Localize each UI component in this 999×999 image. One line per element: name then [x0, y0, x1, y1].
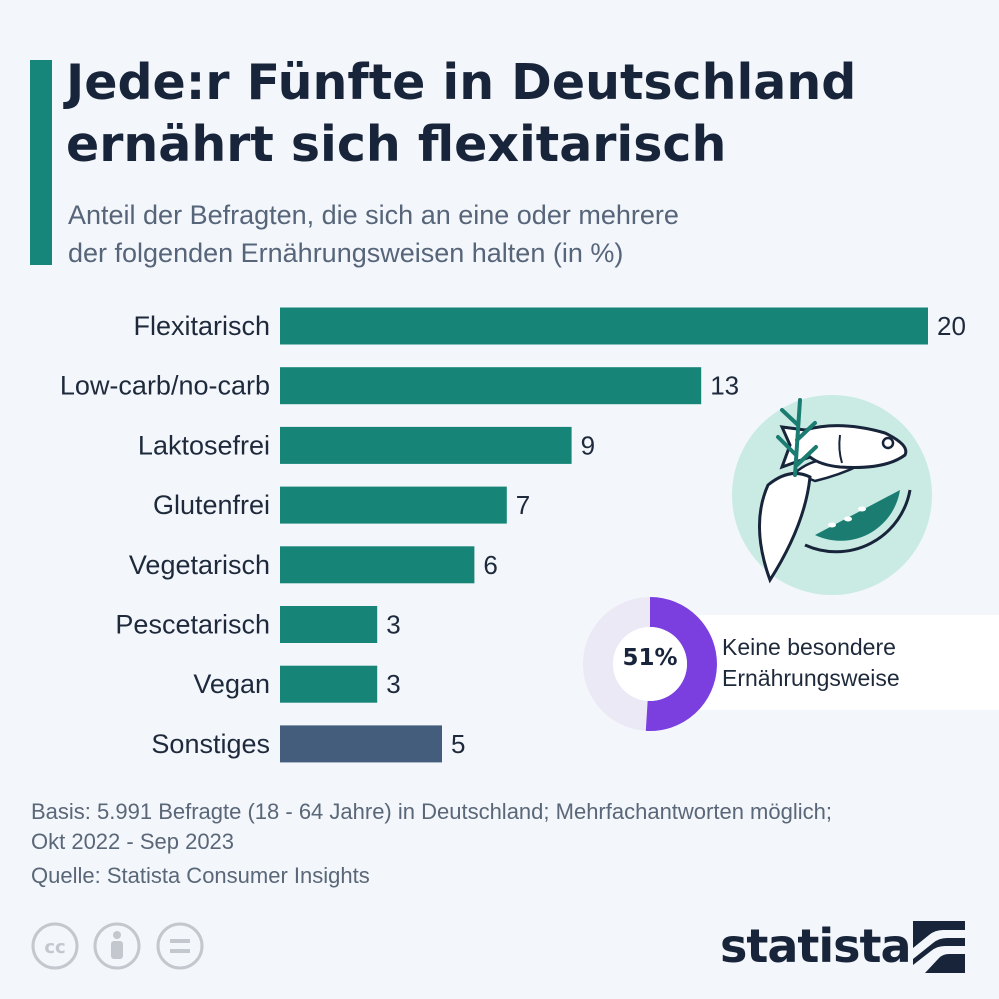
- bar: [280, 546, 475, 584]
- chart-subtitle: Anteil der Befragten, die sich an eine o…: [68, 196, 948, 272]
- callout-text: Keine besondere Ernährungsweise: [722, 632, 992, 694]
- callout-text-line-1: Keine besondere: [722, 634, 896, 660]
- donut-percent-label: 51%: [622, 645, 678, 671]
- no-derivatives-icon[interactable]: [156, 922, 204, 970]
- bar-chart: Flexitarisch 20 Low-carb/no-carb 13 Laktosef…: [60, 307, 966, 763]
- bar: [280, 426, 572, 464]
- bar-value-label: 20: [937, 311, 966, 341]
- category-label: Glutenfrei: [153, 490, 270, 520]
- license-icons[interactable]: cc: [30, 920, 210, 972]
- footer-basis: Basis: 5.991 Befragte (18 - 64 Jahre) in…: [31, 797, 981, 857]
- category-label: Vegan: [193, 669, 270, 699]
- svg-text:cc: cc: [44, 937, 65, 958]
- attribution-icon[interactable]: [93, 922, 141, 970]
- cc-icon[interactable]: cc: [31, 922, 79, 970]
- callout-box: [697, 615, 999, 710]
- food-illustration-icon: [732, 395, 932, 595]
- bar: [280, 307, 928, 345]
- bar-value-label: 9: [581, 430, 595, 460]
- bar-value-label: 3: [386, 610, 400, 640]
- basis-line-2: Okt 2022 - Sep 2023: [31, 829, 235, 854]
- category-label: Laktosefrei: [138, 430, 270, 460]
- category-label: Flexitarisch: [133, 311, 270, 341]
- title-accent-bar: [30, 60, 52, 265]
- bar: [280, 725, 442, 763]
- footer-source: Quelle: Statista Consumer Insights: [31, 863, 370, 888]
- bar-value-label: 5: [451, 729, 465, 759]
- bar: [280, 606, 378, 643]
- bar-value-label: 7: [516, 490, 530, 520]
- category-label: Vegetarisch: [129, 550, 270, 580]
- bar-value-label: 3: [386, 669, 400, 699]
- category-label: Pescetarisch: [115, 610, 270, 640]
- callout-text-line-2: Ernährungsweise: [722, 665, 900, 691]
- title-line-2: ernährt sich flexitarisch: [66, 116, 727, 173]
- basis-line-1: Basis: 5.991 Befragte (18 - 64 Jahre) in…: [31, 799, 832, 824]
- bar: [280, 367, 702, 405]
- statista-brand[interactable]: statista: [720, 917, 980, 977]
- bar: [280, 486, 507, 524]
- bar: [280, 665, 378, 703]
- title-line-1: Jede:r Fünfte in Deutschland: [66, 54, 857, 111]
- bar-value-label: 6: [483, 550, 497, 580]
- subtitle-line-2: der folgenden Ernährungsweisen halten (i…: [68, 238, 624, 268]
- bar-value-label: 13: [710, 371, 739, 401]
- donut-chart: [583, 597, 717, 731]
- statista-logo-icon: [913, 921, 965, 973]
- category-label: Sonstiges: [151, 729, 270, 759]
- donut-hole: [613, 627, 687, 701]
- subtitle-line-1: Anteil der Befragten, die sich an eine o…: [68, 200, 679, 230]
- category-label: Low-carb/no-carb: [60, 371, 270, 401]
- donut-value-arc: [645, 597, 717, 731]
- brand-name: statista: [720, 919, 912, 973]
- page-title: Jede:r Fünfte in Deutschland ernährt sic…: [66, 52, 966, 176]
